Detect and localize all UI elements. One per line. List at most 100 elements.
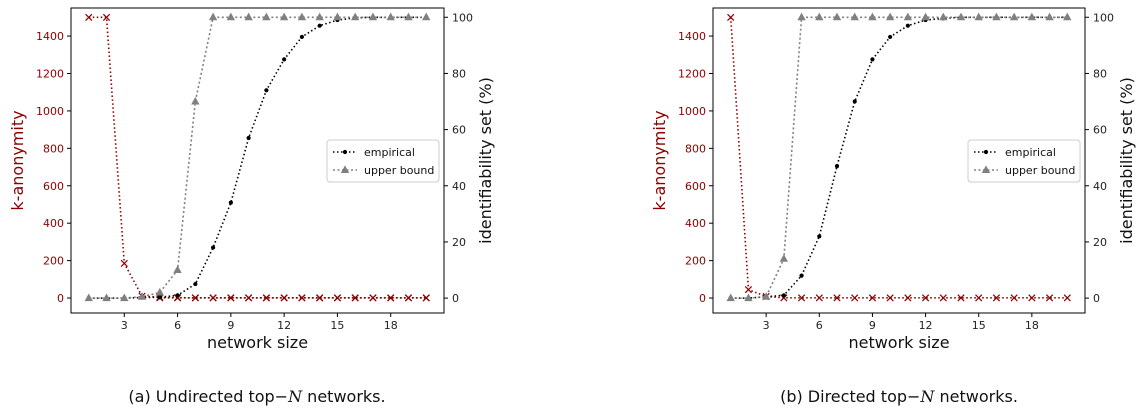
data-point-triangle	[939, 12, 948, 21]
data-point-triangle	[850, 12, 859, 21]
series-line-k-anonymity	[88, 16, 427, 299]
data-point-dot	[210, 245, 216, 250]
y-left-tick-label: 400	[43, 217, 64, 230]
x-axis-label: network size	[207, 333, 308, 352]
x-axis-label: network size	[848, 333, 949, 352]
y-left-tick-label: 1200	[678, 67, 706, 80]
x-tick-label: 15	[972, 319, 986, 332]
data-point-triangle	[137, 292, 147, 300]
chart-panel-2: 3 6 9 12 15 18 0 200 400 600 800 1000 1200 1400 0 20 40 6…	[650, 7, 1136, 406]
data-point-triangle	[797, 12, 806, 21]
data-point-x-marker	[351, 294, 359, 302]
data-point-x-marker	[280, 294, 288, 302]
data-point-x-marker	[102, 13, 111, 21]
plot-frame	[712, 7, 1086, 314]
data-point-triangle	[368, 12, 378, 21]
x-tick-label: 9	[869, 319, 876, 332]
data-point-triangle	[226, 12, 236, 21]
x-tick-label: 15	[330, 319, 344, 332]
data-point-triangle	[333, 12, 342, 21]
data-point-x-marker	[191, 294, 199, 302]
legend-label: upper bound	[364, 164, 434, 177]
data-point-x-marker	[316, 294, 324, 302]
data-point-triangle	[173, 265, 182, 274]
data-point-triangle	[1063, 12, 1072, 21]
legend-box	[326, 139, 440, 183]
data-point-triangle	[992, 12, 1001, 21]
y-left-tick-label: 200	[685, 255, 706, 268]
x-tick-label: 18	[1025, 319, 1039, 332]
data-point-x-marker	[815, 294, 823, 302]
data-point-triangle	[297, 12, 307, 21]
data-point-dot	[228, 200, 233, 205]
data-point-dot	[870, 57, 875, 62]
data-point-x-marker	[975, 294, 983, 302]
x-tick-label: 9	[227, 319, 234, 332]
y-left-tick-label: 1200	[36, 67, 64, 80]
data-point-x-marker	[727, 13, 735, 21]
y-left-tick-label: 0	[699, 292, 706, 305]
data-point-triangle	[350, 12, 360, 21]
y-right-tick-label: 60	[452, 124, 466, 137]
x-tick-label: 18	[384, 319, 398, 332]
x-tick-label: 6	[816, 319, 823, 332]
y-left-tick-label: 400	[685, 217, 706, 230]
y-left-axis-label: k-anonymity	[650, 110, 669, 210]
data-point-x-marker	[404, 294, 413, 302]
data-point-triangle	[885, 12, 895, 21]
data-point-x-marker	[868, 294, 877, 302]
y-left-tick-label: 800	[43, 142, 64, 155]
data-point-triangle	[974, 12, 983, 21]
data-point-triangle	[1027, 12, 1037, 21]
data-point-triangle	[84, 293, 93, 302]
y-left-tick-label: 0	[57, 292, 64, 305]
data-point-triangle	[191, 96, 200, 105]
data-point-dot	[246, 135, 251, 141]
data-point-dot	[905, 23, 910, 28]
legend-swatch-dot	[983, 149, 989, 155]
data-point-x-marker	[939, 294, 947, 302]
figure-caption: (b) Directed top−N networks.	[780, 387, 1018, 406]
data-point-x-marker	[387, 294, 395, 302]
data-point-x-marker	[209, 294, 217, 302]
x-tick-label: 12	[277, 319, 291, 332]
legend-label: empirical	[1005, 146, 1056, 159]
legend-label: empirical	[364, 146, 415, 159]
data-point-x-marker	[244, 294, 253, 302]
data-point-x-marker	[422, 294, 430, 302]
x-tick-label: 12	[919, 319, 933, 332]
y-left-tick-label: 1400	[36, 30, 64, 43]
data-point-dot	[264, 88, 269, 93]
data-point-triangle	[315, 12, 324, 21]
y-left-tick-label: 800	[685, 142, 706, 155]
y-right-tick-label: 40	[1093, 180, 1107, 193]
data-point-dot	[299, 34, 305, 40]
figure-caption: (a) Undirected top−N networks.	[128, 387, 385, 406]
data-point-x-marker	[1063, 294, 1071, 302]
y-left-tick-label: 1000	[36, 105, 64, 118]
y-right-tick-label: 60	[1093, 124, 1107, 137]
data-point-x-marker	[298, 294, 306, 302]
plot-frame	[70, 7, 445, 314]
data-point-triangle	[815, 12, 824, 21]
data-point-x-marker	[957, 294, 965, 302]
data-point-x-marker	[262, 294, 271, 302]
data-point-triangle	[404, 12, 413, 21]
data-point-dot	[317, 23, 322, 28]
data-point-triangle	[726, 293, 735, 302]
data-point-dot	[282, 57, 287, 62]
data-point-triangle	[208, 12, 218, 21]
data-point-triangle	[120, 293, 129, 302]
data-point-triangle	[744, 293, 753, 302]
data-point-triangle	[102, 293, 111, 302]
data-point-x-marker	[886, 294, 894, 302]
legend-swatch-triangle	[981, 165, 991, 173]
data-point-triangle	[262, 12, 271, 21]
legend-label: upper bound	[1005, 164, 1075, 177]
data-point-triangle	[921, 12, 930, 21]
data-point-x-marker	[120, 259, 128, 268]
series-line-k-anonymity	[729, 17, 1068, 299]
data-point-triangle	[903, 12, 913, 21]
data-point-x-marker	[833, 294, 841, 302]
y-left-axis-label: k-anonymity	[8, 110, 27, 210]
